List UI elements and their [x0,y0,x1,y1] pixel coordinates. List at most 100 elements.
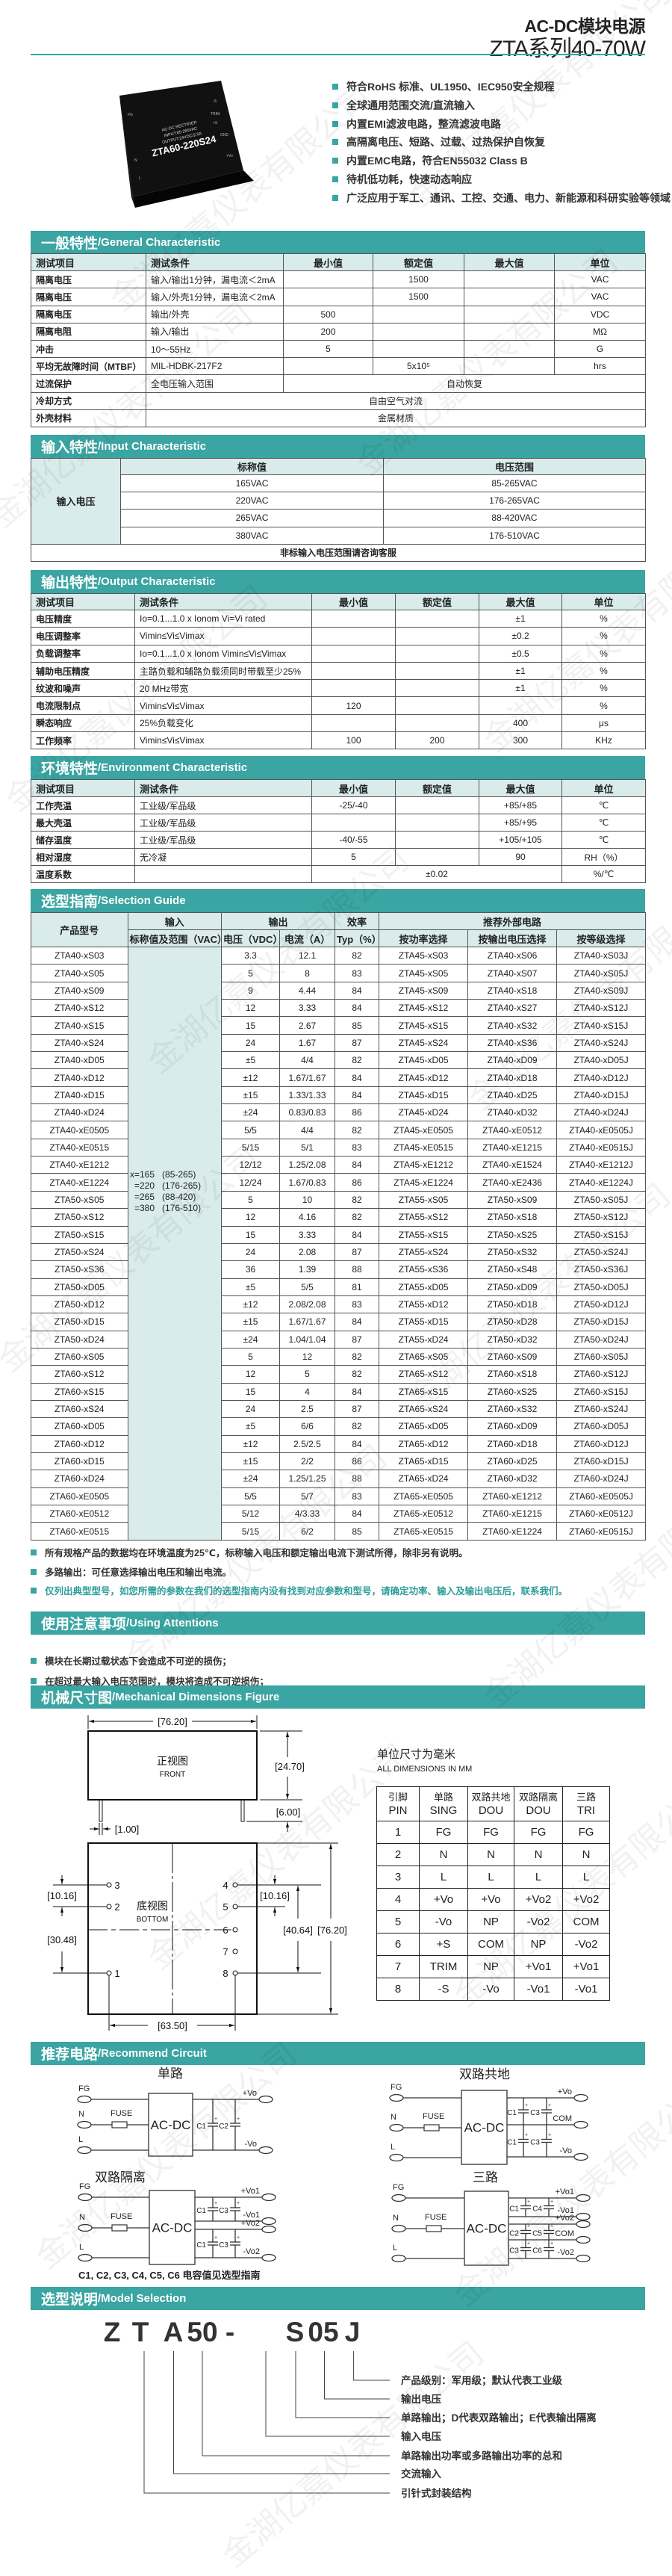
acdc-module-box [461,2090,508,2165]
attention-item: 模块在长期过载状态下会造成不可逆的损伤； [31,1653,231,1668]
feature-text: 高隔离电压、短路、过载、过热保护自恢复 [346,136,545,149]
table-cell: ZTA60-xS09 [467,1347,558,1366]
section-title-en: /Environment Characteristic [98,761,248,774]
table-cell: 1500 [373,288,464,306]
front-view-label-en: FRONT [160,1771,185,1779]
capacitor-label: C2 [219,2123,228,2131]
table-cell: -Vo1 [514,1978,563,2001]
table-cell: ±12 [221,1295,280,1314]
table-cell: 外壳材料 [31,409,146,427]
table-cell: 电压精度 [31,609,135,628]
table-cell: 90 [479,848,562,866]
circuit-title: 双路共地 [459,2067,510,2081]
column-header: 最大值 [479,779,562,797]
column-header: 推荐外部电路 [379,912,647,930]
table-cell: ZTA60-xS25 [467,1382,558,1401]
selection-note: 仅列出典型型号，如您所需的参数在我们的选型指南内没有找到对应参数和型号，请确定功… [31,1583,567,1597]
pin-number: 3 [114,1880,119,1891]
capacitor-label: C1 [509,2205,519,2214]
table-cell: %/℃ [561,865,646,883]
terminal-icon [261,2253,276,2262]
model-legend-label: 输出电压 [401,2393,441,2405]
capacitor-label: C3 [219,2207,228,2215]
table-cell: ZTA50-xS12J [556,1208,647,1227]
table-cell: 2/2 [279,1452,336,1471]
table-cell: 输入/外壳1分钟，漏电流＜2mA [146,288,284,306]
table-cell [395,627,479,645]
polarity-icon: + [525,2103,528,2108]
environment-section-header: 环境特性/Environment Characteristic [31,756,645,779]
feature-item: 内置EMI滤波电路，整流滤波电路 [332,117,501,131]
table-cell: +85/+85 [479,796,562,814]
capacitor-label: C1 [196,2123,206,2131]
attention-text: 模块在长期过载状态下会造成不可逆的损伤； [45,1656,232,1667]
table-row: ZTA40-xD05 ±5 4/4 82 ZTA45-xD05 ZTA40-xD09 ZTA… [31,1051,647,1070]
polarity-icon: + [525,2133,528,2138]
feature-text: 符合RoHS 标准、UL1950、IEC950安全规程 [346,81,555,93]
table-cell: ZTA60-xD09 [467,1417,558,1436]
column-header: 单位 [554,253,646,272]
table-row: ZTA40-xE1212 12/12 1.25/2.08 84 ZTA45-xE1212… [31,1156,647,1174]
legend-connector [324,2351,390,2400]
bullet-icon [332,84,338,90]
input-terminal-label: FG [79,2182,90,2191]
input-terminal-label: L [393,2244,397,2253]
table-cell: 2.5 [279,1399,336,1419]
bullet-icon [332,120,338,127]
table-cell: ZTA50-xS24J [556,1242,647,1262]
table-cell: ±24 [221,1470,280,1488]
table-cell: NP [467,1955,514,1978]
table-cell: ZTA55-xD24 [379,1330,469,1349]
table-cell: 1.04/1.04 [279,1330,336,1349]
terminal-icon [391,2193,406,2202]
table-cell: ±5 [221,1417,280,1436]
terminal-icon [258,2146,273,2155]
polarity-icon: + [548,2133,551,2138]
model-legend-label: 引针式封装结构 [401,2487,472,2499]
selection-note: 所有规格产品的数据均在环境温度为25℃，标称输入电压和额定输出电流下测试所得，除… [31,1545,468,1559]
table-cell: +S [419,1933,468,1956]
column-header: 输出 [220,912,336,930]
table-cell: ℃ [561,796,646,814]
table-cell: 2.67 [279,1016,336,1035]
dim-label: [76.20] [158,1716,187,1727]
output-terminal-label: +Vo [243,2089,257,2098]
table-cell: ZTA40-xD32 [467,1103,558,1122]
title-divider [31,54,645,55]
output-terminal-label: COM [553,2114,572,2123]
table-row: ZTA50-xS12 12 4.16 82 ZTA55-xS12 ZTA50-xS18 ZT… [31,1208,647,1227]
model-code-part: S [286,2317,305,2347]
table-cell: hrs [554,357,646,376]
capacitor-label: C1 [507,2109,517,2117]
table-cell: ZTA50-xS15J [556,1225,647,1244]
header-cn: 三路 [576,1791,596,1803]
feature-text: 全球通用范围交流/直流输入 [346,99,475,111]
circuit-note: C1, C2, C3, C4, C5, C6 电容值见选型指南 [78,2270,260,2281]
table-cell: -40/-55 [311,831,396,849]
model-cell: ZTA40-xE1212 [31,1156,128,1174]
column-header: 双路隔离 DOU [514,1786,563,1821]
table-cell: -Vo1 [562,1978,610,2001]
polarity-icon: + [214,2201,217,2206]
fuse-icon [111,2224,128,2232]
pin-number: 2 [114,1901,119,1913]
input-terminal-label: L [391,2143,395,2152]
model-code-part: - [225,2317,234,2347]
table-row: 1 FG FG FG FG [376,1821,610,1844]
polarity-icon: + [237,2235,240,2241]
model-cell: ZTA40-xS15 [31,1016,128,1035]
terminal-icon [576,2220,591,2229]
selection-section-header: 选型指南/Selection Guide [31,889,645,912]
model-section-header: 选型说明/Model Selection [31,2287,645,2310]
table-row: 5 -Vo NP -Vo2 COM [376,1910,610,1933]
selection-table: 产品型号 输入 输出 效率 推荐外部电路 标称值及范围（VAC） 电压（VDC） 电流（A） T… [31,912,647,1541]
terminal-icon [389,2093,404,2102]
section-title-cn: 环境特性 [41,761,99,777]
table-cell: KHz [561,731,646,750]
section-title-cn: 推荐电路 [41,2047,99,2063]
table-row: ZTA60-xD12 ±12 2.5/2.5 84 ZTA65-xD12 ZTA60-xD… [31,1434,647,1453]
table-cell: ZTA55-xS05 [379,1190,469,1210]
table-row: ZTA40-xD24 ±24 0.83/0.83 86 ZTA45-xD24 ZTA40-… [31,1103,647,1122]
page-subtitle: ZTA系列40-70W [489,37,646,61]
column-header: 产品型号 [31,912,128,947]
